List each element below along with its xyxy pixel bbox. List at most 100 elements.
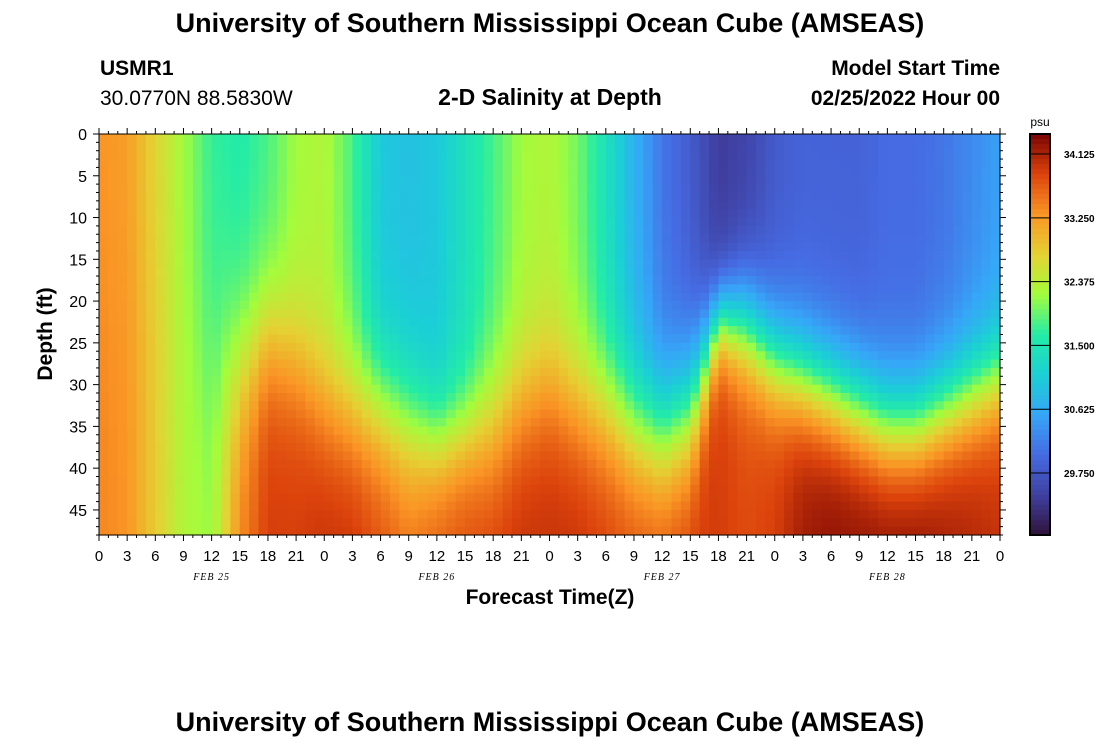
heatmap-cell [183, 484, 194, 494]
heatmap-cell [690, 234, 701, 244]
heatmap-cell [286, 317, 297, 327]
heatmap-cell [812, 526, 823, 536]
heatmap-cell [371, 376, 382, 386]
heatmap-cell [755, 250, 766, 260]
heatmap-cell [465, 509, 476, 519]
heatmap-cell [699, 309, 710, 319]
heatmap-cell [324, 384, 335, 394]
heatmap-cell [361, 359, 372, 369]
heatmap-cell [802, 276, 813, 285]
heatmap-cell [267, 292, 278, 302]
heatmap-cell [117, 134, 128, 143]
heatmap-cell [821, 142, 832, 152]
heatmap-cell [718, 509, 729, 519]
heatmap-cell [755, 409, 766, 419]
heatmap-cell [568, 167, 579, 177]
heatmap-cell [117, 526, 128, 536]
heatmap-cell [605, 501, 616, 511]
heatmap-cell [108, 284, 119, 294]
heatmap-cell [267, 267, 278, 277]
heatmap-cell [981, 493, 992, 503]
heatmap-cell [906, 493, 917, 503]
heatmap-cell [333, 242, 344, 252]
heatmap-cell [793, 334, 804, 344]
heatmap-cell [849, 484, 860, 494]
heatmap-cell [183, 217, 194, 227]
heatmap-cell [605, 359, 616, 369]
heatmap-cell [652, 250, 663, 260]
heatmap-cell [221, 326, 231, 336]
heatmap-cell [643, 225, 654, 235]
heatmap-cell [906, 526, 917, 536]
heatmap-cell [277, 418, 288, 427]
heatmap-cell [455, 509, 466, 519]
heatmap-cell [418, 376, 429, 386]
heatmap-cell [155, 259, 166, 269]
heatmap-cell [493, 267, 504, 277]
heatmap-cell [117, 267, 128, 277]
heatmap-cell [324, 342, 335, 352]
heatmap-cell [305, 309, 316, 319]
heatmap-cell [399, 476, 410, 486]
heatmap-cell [249, 334, 260, 344]
heatmap-cell [174, 484, 185, 494]
heatmap-cell [511, 351, 522, 361]
heatmap-cell [249, 493, 260, 503]
heatmap-cell [633, 476, 644, 486]
heatmap-cell [587, 484, 598, 494]
heatmap-cell [981, 367, 992, 377]
heatmap-cell [981, 276, 992, 285]
heatmap-cell [774, 284, 785, 294]
heatmap-cell [305, 367, 316, 377]
heatmap-cell [624, 342, 635, 352]
heatmap-cell [324, 301, 335, 311]
heatmap-cell [718, 426, 729, 436]
heatmap-cell [784, 476, 795, 486]
heatmap-cell [371, 334, 382, 344]
heatmap-cell [511, 418, 522, 427]
heatmap-cell [943, 292, 954, 302]
heatmap-cell [333, 409, 344, 419]
heatmap-cell [371, 342, 382, 352]
heatmap-cell [727, 351, 738, 361]
heatmap-cell [305, 376, 316, 386]
heatmap-cell [408, 234, 419, 244]
heatmap-cell [934, 225, 945, 235]
heatmap-cell [615, 267, 626, 277]
heatmap-cell [127, 301, 138, 311]
heatmap-cell [615, 401, 626, 411]
heatmap-cell [455, 359, 466, 369]
heatmap-cell [446, 317, 457, 327]
heatmap-cell [746, 334, 757, 344]
heatmap-cell [737, 292, 748, 302]
heatmap-cell [455, 284, 466, 294]
heatmap-cell [690, 192, 701, 202]
heatmap-cell [924, 209, 935, 219]
heatmap-cell [793, 367, 804, 377]
heatmap-cell [145, 301, 156, 311]
heatmap-cell [474, 150, 485, 160]
heatmap-cell [615, 367, 626, 377]
heatmap-cell [127, 434, 138, 444]
heatmap-cell [540, 309, 551, 319]
heatmap-cell [577, 401, 588, 411]
heatmap-cell [155, 209, 166, 219]
heatmap-cell [202, 518, 213, 528]
heatmap-cell [408, 217, 419, 227]
heatmap-cell [774, 301, 785, 311]
heatmap-cell [540, 242, 551, 252]
heatmap-cell [765, 317, 776, 327]
heatmap-cell [277, 242, 288, 252]
heatmap-cell [221, 376, 231, 386]
heatmap-cell [859, 501, 870, 511]
heatmap-cell [746, 234, 757, 244]
heatmap-cell [221, 284, 231, 294]
heatmap-cell [164, 284, 175, 294]
heatmap-cell [596, 134, 607, 143]
heatmap-cell [202, 451, 213, 461]
heatmap-cell [915, 493, 926, 503]
heatmap-cell [164, 526, 175, 536]
heatmap-cell [174, 468, 185, 478]
heatmap-cell [277, 267, 288, 277]
heatmap-cell [305, 409, 316, 419]
